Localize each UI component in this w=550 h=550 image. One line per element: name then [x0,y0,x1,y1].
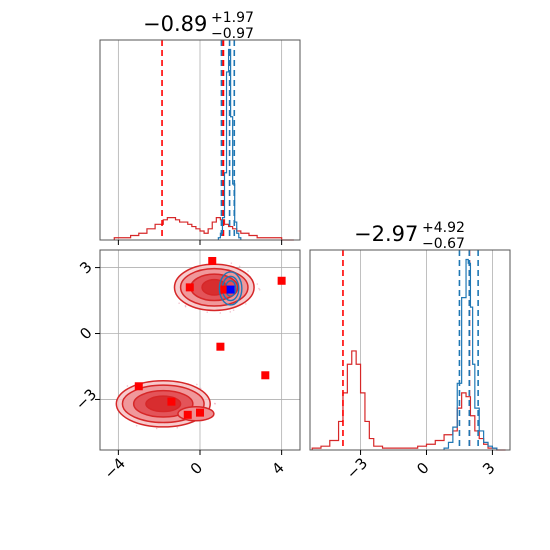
joint-blue-contour-0-0 [218,271,243,306]
right-x-tick-label-1: 0 [413,459,432,478]
joint-sample-1-24 [184,304,187,307]
joint-blue-marker-0 [226,285,235,294]
joint-red-marker-7 [216,342,225,351]
joint-red-marker-5 [208,256,217,265]
joint-sample-1-1 [256,283,259,285]
joint-red-marker-4 [185,283,194,292]
joint-red-contour-lobe-0 [177,405,215,422]
joint-contour-panel: −4 0 4 3 0 −3 [72,249,301,483]
joint-sample-0-57 [126,385,129,387]
joint-sample-1-9 [247,270,249,272]
joint-sample-1-13 [258,287,260,290]
joint-sample-1-57 [238,265,241,268]
joint-sample-0-26 [135,424,138,427]
joint-red-marker-9 [277,276,286,285]
right-series-0-steps [311,350,506,451]
joint-red-marker-2 [183,410,192,419]
title-param-2-lower: −0.67 [422,236,465,252]
title-param-1: −0.89 +1.97 −0.97 [143,10,254,42]
right-x-tick-label-2: 3 [479,459,498,478]
joint-red-marker-1 [167,397,176,406]
title-param-2-median: −2.97 [354,222,418,246]
joint-sample-1-28 [219,312,222,314]
joint-sample-1-48 [178,302,180,304]
joint-sample-0-47 [196,383,198,386]
joint-y-tick-label-2: −3 [72,385,100,413]
title-param-1-upper: +1.97 [211,10,254,26]
joint-y-tick-label-1: 0 [76,324,95,343]
top-series-0-steps [113,216,294,241]
joint-sample-1-23 [258,288,261,291]
title-param-2: −2.97 +4.92 −0.67 [354,220,465,252]
joint-sample-1-40 [232,309,235,311]
joint-sample-1-12 [245,303,247,305]
joint-sample-0-40 [176,426,179,429]
joint-x-tick-label-1: 0 [187,459,206,478]
title-param-1-lower: −0.97 [211,26,254,42]
joint-x-tick-label-0: −4 [101,454,129,482]
right-series-1-steps [443,258,498,450]
joint-sample-1-56 [229,311,232,313]
joint-red-marker-3 [196,408,204,417]
title-param-2-upper: +4.92 [422,220,465,236]
joint-red-marker-8 [261,371,270,380]
right-frame [309,249,511,451]
joint-red-marker-0 [134,382,143,391]
joint-sample-0-59 [214,402,216,405]
title-param-1-median: −0.89 [143,12,207,36]
joint-red-marker-6 [220,285,229,294]
joint-sample-1-2 [230,262,233,264]
joint-sample-0-20 [155,427,158,430]
joint-sample-1-44 [206,311,209,313]
joint-y-tick-label-0: 3 [76,258,95,277]
marginal-histogram-param-2: −3 0 3 [309,249,511,483]
right-x-tick-label-0: −3 [343,454,371,482]
joint-x-tick-label-2: 4 [268,459,287,478]
marginal-histogram-param-1 [99,39,301,245]
